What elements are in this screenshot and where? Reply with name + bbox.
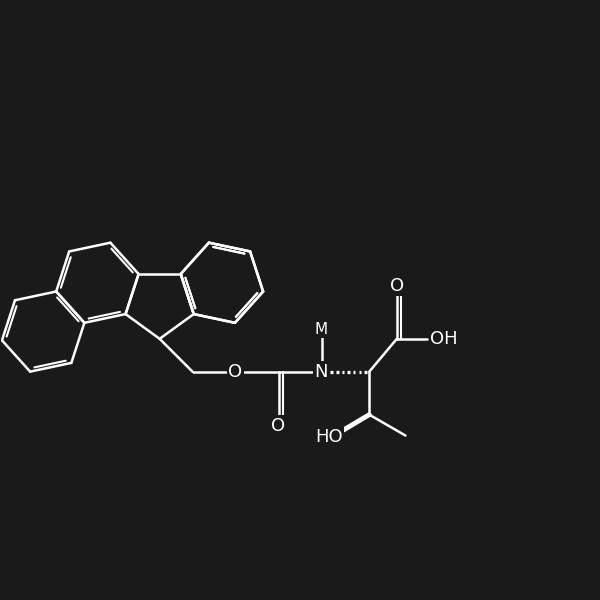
Text: O: O [229, 362, 242, 380]
Text: O: O [390, 277, 404, 295]
Text: N: N [315, 362, 328, 380]
Text: HO: HO [315, 428, 343, 446]
Text: O: O [271, 416, 286, 434]
Text: OH: OH [430, 330, 458, 348]
Text: M: M [315, 322, 328, 337]
